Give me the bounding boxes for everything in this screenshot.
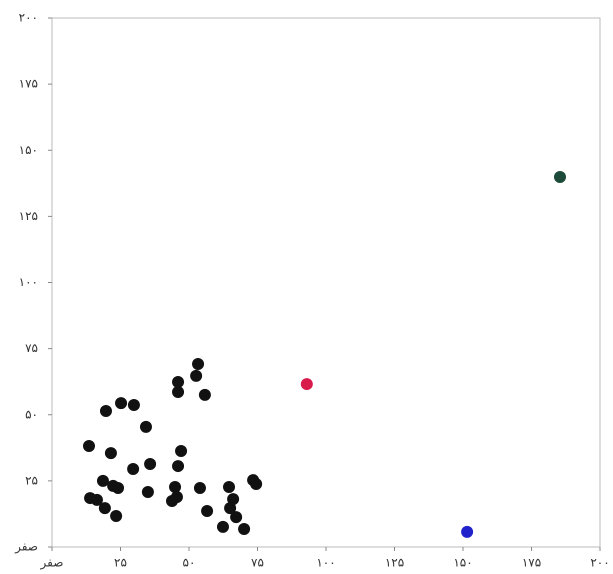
point (144, 457, 157, 470)
point (96, 474, 109, 487)
point (223, 480, 236, 493)
point (198, 388, 211, 401)
point (192, 357, 205, 370)
point (461, 525, 474, 538)
y-tick-label: ۵۰ (25, 407, 38, 421)
point (224, 502, 237, 515)
y-tick-label: ۷۵ (25, 341, 38, 355)
point (98, 502, 111, 515)
point (175, 444, 188, 457)
y-tick-label: صفر (14, 540, 38, 555)
x-tick-label: صفر (40, 556, 64, 571)
x-tick-label: ۱۵۰ (453, 556, 472, 570)
point (300, 378, 313, 391)
x-tick-label: ۱۷۵ (522, 556, 541, 570)
x-tick-label: ۷۵ (251, 556, 264, 570)
x-tick-label: ۵۰ (183, 556, 196, 570)
x-tick-label: ۲۰۰ (590, 556, 609, 570)
point (112, 482, 125, 495)
point (115, 397, 128, 410)
x-tick-label: ۱۲۵ (385, 556, 404, 570)
point (250, 478, 263, 491)
point (90, 493, 103, 506)
x-tick-label: ۱۰۰ (316, 556, 335, 570)
y-tick-label: ۱۵۰ (19, 143, 38, 157)
point (172, 375, 185, 388)
point (127, 462, 140, 475)
y-tick-label: ۱۷۵ (19, 77, 38, 91)
point (190, 369, 203, 382)
point (172, 460, 185, 473)
point (553, 170, 566, 183)
point (110, 510, 123, 523)
point (193, 482, 206, 495)
y-tick-label: ۲۵ (25, 473, 38, 487)
point (230, 511, 243, 524)
point (99, 405, 112, 418)
point (166, 494, 179, 507)
point (127, 398, 140, 411)
point (104, 447, 117, 460)
point (169, 480, 182, 493)
point (141, 485, 154, 498)
x-tick-label: ۲۵ (114, 556, 127, 570)
point (82, 439, 95, 452)
point (238, 523, 251, 536)
point (216, 520, 229, 533)
point (139, 420, 152, 433)
y-tick-label: ۱۲۵ (19, 209, 38, 223)
y-tick-label: ۲۰۰ (19, 11, 38, 25)
point (201, 505, 214, 518)
y-tick-label: ۱۰۰ (19, 275, 38, 289)
point (172, 386, 185, 399)
